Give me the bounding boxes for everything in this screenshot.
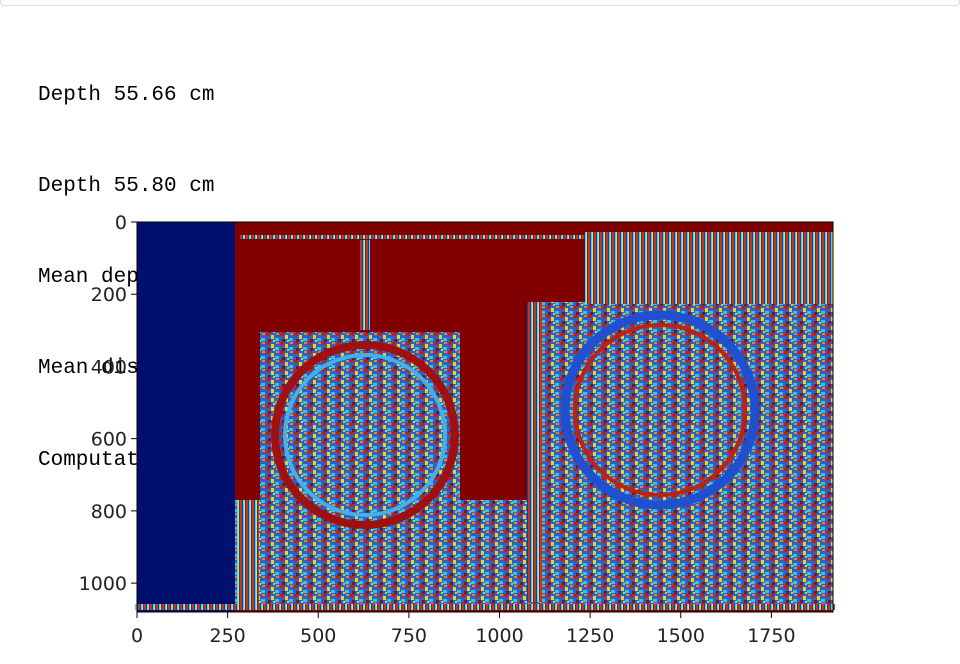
image-shape	[573, 323, 747, 497]
image-shape	[271, 341, 459, 529]
x-tick-label: 500	[300, 625, 336, 647]
y-tick-label: 400	[91, 356, 127, 378]
y-tick-label: 200	[91, 284, 127, 306]
x-tick-label: 1500	[657, 625, 705, 647]
output-line: Depth 55.80 cm	[38, 175, 215, 199]
x-tick-label: 1750	[747, 625, 795, 647]
image-region	[237, 500, 259, 608]
image-region	[135, 604, 835, 610]
axes-frame	[136, 221, 834, 613]
y-tick-label: 600	[91, 429, 127, 451]
image-region	[527, 302, 542, 602]
x-tick-label: 250	[209, 625, 245, 647]
y-tick-label: 800	[91, 501, 127, 523]
y-tick-label: 1000	[79, 573, 127, 595]
y-tick-label: 0	[115, 212, 127, 234]
x-tick-label: 0	[131, 625, 143, 647]
image-shape	[560, 310, 760, 510]
image-region	[240, 235, 585, 239]
output-line: Depth 55.66 cm	[38, 83, 215, 107]
x-tick-label: 1250	[566, 625, 614, 647]
x-tick-label: 750	[391, 625, 427, 647]
x-tick-label: 1000	[475, 625, 523, 647]
image-region	[137, 222, 235, 612]
image-shape	[360, 240, 370, 330]
image-region	[585, 232, 833, 304]
image-shape	[283, 353, 447, 517]
image	[135, 222, 835, 612]
